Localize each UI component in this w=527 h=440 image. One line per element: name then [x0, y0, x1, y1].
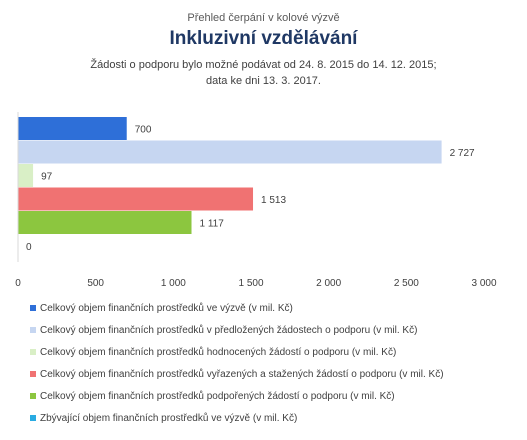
- legend-label: Celkový objem finančních prostředků ve v…: [40, 302, 293, 314]
- chart-subtitle-line-1: Žádosti o podporu bylo možné podávat od …: [90, 59, 437, 71]
- legend-swatch: [30, 415, 36, 421]
- bar-group: [18, 117, 442, 234]
- legend-item-3: Celkový objem finančních prostředků hodn…: [30, 341, 520, 363]
- legend-item-6: Zbývající objem finančních prostředků ve…: [30, 407, 520, 429]
- x-tick-label: 1 500: [238, 278, 263, 289]
- bar-5: [18, 211, 192, 234]
- legend-swatch: [30, 393, 36, 399]
- legend-item-2: Celkový objem finančních prostředků v př…: [30, 319, 520, 341]
- x-tick-label: 2 500: [394, 278, 419, 289]
- legend-label: Celkový objem finančních prostředků hodn…: [40, 346, 397, 358]
- chart-subtitle-line-2: data ke dni 13. 3. 2017.: [206, 75, 321, 87]
- legend-label: Celkový objem finančních prostředků podp…: [40, 390, 395, 402]
- value-label-1: 700: [135, 125, 152, 136]
- x-axis-ticks: 0 500 1 000 1 500 2 000 2 500 3 000: [15, 278, 497, 289]
- legend-swatch: [30, 349, 36, 355]
- value-label-2: 2 727: [450, 148, 475, 159]
- x-tick-label: 2 000: [316, 278, 341, 289]
- value-label-6: 0: [26, 242, 32, 253]
- x-tick-label: 1 000: [161, 278, 186, 289]
- bar-3: [18, 164, 34, 187]
- value-label-5: 1 117: [200, 219, 225, 230]
- x-tick-label: 0: [15, 278, 21, 289]
- chart-supertitle: Přehled čerpání v kolové výzvě: [187, 12, 340, 24]
- chart-subtitle: Žádosti o podporu bylo možné podávat od …: [0, 57, 527, 89]
- value-label-3: 97: [41, 172, 53, 183]
- legend-swatch: [30, 327, 36, 333]
- bar-2: [18, 140, 442, 164]
- legend-swatch: [30, 371, 36, 377]
- x-tick-label: 500: [87, 278, 104, 289]
- legend-item-4: Celkový objem finančních prostředků vyřa…: [30, 363, 520, 385]
- bar-4: [18, 187, 254, 211]
- legend-swatch: [30, 305, 36, 311]
- legend: Celkový objem finančních prostředků ve v…: [30, 297, 520, 429]
- bar-chart: 700 2 727 97 1 513 1 117 0 0 500 1 000 1 500 2 00…: [15, 112, 497, 289]
- legend-item-1: Celkový objem finančních prostředků ve v…: [30, 297, 520, 319]
- bar-1: [18, 117, 127, 140]
- legend-item-5: Celkový objem finančních prostředků podp…: [30, 385, 520, 407]
- legend-label: Celkový objem finančních prostředků v př…: [40, 324, 418, 336]
- legend-label: Zbývající objem finančních prostředků ve…: [40, 412, 298, 424]
- value-label-group: 700 2 727 97 1 513 1 117 0: [26, 125, 475, 254]
- legend-label: Celkový objem finančních prostředků vyřa…: [40, 368, 444, 380]
- chart-title: Inkluzivní vzdělávání: [169, 28, 358, 49]
- x-tick-label: 3 000: [471, 278, 496, 289]
- value-label-4: 1 513: [261, 195, 286, 206]
